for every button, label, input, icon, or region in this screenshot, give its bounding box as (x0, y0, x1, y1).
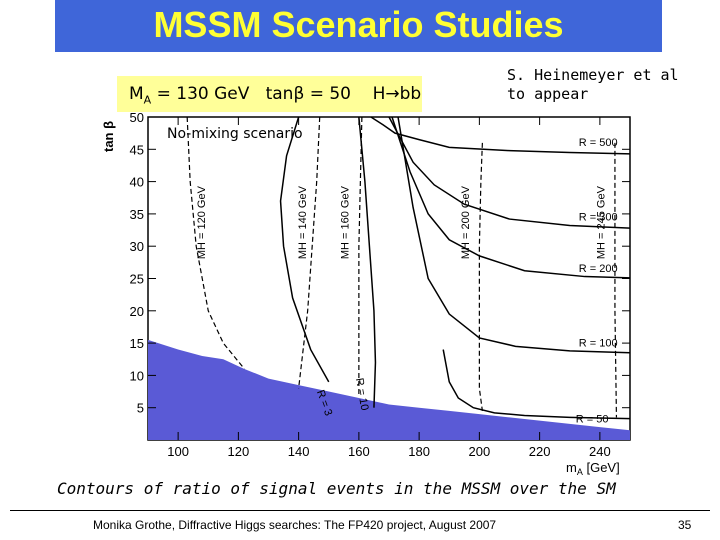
y-tick-label-50: 50 (130, 110, 144, 125)
param-channel: H→bb (372, 84, 422, 104)
label-r-500: R = 500 (579, 137, 618, 149)
contour-mh-120-gev (186, 116, 245, 370)
contour-r-3 (279, 116, 330, 383)
author-line-1: S. Heinemeyer et al (507, 66, 679, 84)
chart-title: No-mixing scenario (167, 126, 303, 142)
label-mh-120-gev: MH = 120 GeV (196, 185, 208, 259)
label-r-300: R = 300 (579, 211, 618, 223)
y-axis-label: tan β (101, 121, 116, 152)
label-r-100: R = 100 (579, 337, 618, 349)
x-tick-label-140: 140 (288, 444, 310, 459)
footer-text: Monika Grothe, Diffractive Higgs searche… (93, 518, 497, 532)
contour-r-200 (391, 116, 631, 279)
x-tick-label-180: 180 (408, 444, 430, 459)
contour-mh-200-gev (478, 142, 483, 412)
contour-mh-160-gev (358, 116, 363, 395)
contour-r-10 (358, 116, 377, 408)
param-tanb: tanβ = 50 (265, 84, 351, 104)
contour-r-500 (370, 116, 631, 155)
label-mh-160-gev: MH = 160 GeV (339, 185, 351, 259)
y-tick-label-5: 5 (137, 401, 144, 416)
excluded-region (148, 339, 630, 440)
x-tick-label-100: 100 (167, 444, 189, 459)
y-tick-label-25: 25 (130, 272, 144, 287)
contour-r-100 (397, 116, 631, 354)
parameter-text: MA = 130 GeV tanβ = 50 H→bb (129, 84, 421, 106)
y-tick-label-30: 30 (130, 239, 144, 254)
label-mh-245-gev: MH = 245 GeV (595, 185, 607, 259)
y-tick-label-15: 15 (130, 336, 144, 351)
param-ma: M (129, 84, 144, 104)
x-axis-label-unit: [GeV] (583, 460, 620, 475)
label-mh-140-gev: MH = 140 GeV (297, 185, 309, 259)
y-tick-label-40: 40 (130, 175, 144, 190)
x-axis-label-main: m (566, 460, 577, 475)
label-r-50: R = 50 (576, 414, 609, 426)
contour-mh-245-gev (614, 142, 618, 418)
label-r-200: R = 200 (579, 263, 618, 275)
param-ma-sub: A (143, 93, 152, 107)
page-number: 35 (678, 518, 692, 532)
x-tick-label-120: 120 (228, 444, 250, 459)
x-tick-label-200: 200 (469, 444, 491, 459)
slide-caption: Contours of ratio of signal events in th… (57, 479, 616, 498)
label-r-10: R = 10 (353, 377, 370, 411)
y-tick-label-45: 45 (130, 142, 144, 157)
contour-mh-140-gev (298, 116, 321, 389)
y-tick-label-35: 35 (130, 207, 144, 222)
y-tick-label-20: 20 (130, 304, 144, 319)
title-bar: MSSM Scenario Studies (55, 0, 662, 52)
x-tick-label-160: 160 (348, 444, 370, 459)
y-tick-label-10: 10 (130, 368, 144, 383)
param-ma-value: = 130 GeV (151, 84, 250, 104)
author-note: S. Heinemeyer et al to appear (507, 66, 679, 104)
label-mh-200-gev: MH = 200 GeV (460, 185, 472, 259)
x-tick-label-240: 240 (589, 444, 611, 459)
slide-title: MSSM Scenario Studies (153, 4, 564, 45)
x-axis-label: mA [GeV] (566, 460, 620, 477)
x-tick-label-220: 220 (529, 444, 551, 459)
parameter-box: MA = 130 GeV tanβ = 50 H→bb (117, 76, 422, 112)
contour-r-50 (442, 349, 631, 420)
author-line-2: to appear (507, 85, 589, 103)
footer-divider (10, 510, 710, 511)
x-axis-label-sub: A (577, 467, 583, 477)
